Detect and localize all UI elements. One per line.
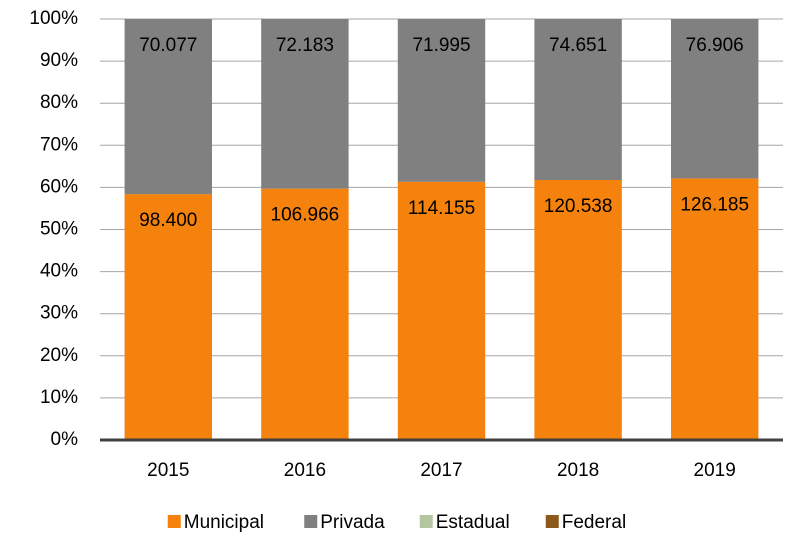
legend-label: Estadual	[436, 512, 510, 533]
bar-segment	[397, 181, 486, 440]
bar-segment	[261, 19, 349, 189]
y-tick-label: 80%	[40, 92, 78, 113]
bar-segment	[670, 178, 759, 440]
y-tick-label: 30%	[40, 303, 78, 324]
value-label: 98.400	[139, 210, 197, 231]
bar-segment	[670, 19, 759, 179]
legend-label: Privada	[320, 512, 385, 533]
y-tick-label: 10%	[40, 387, 78, 408]
legend-swatch	[419, 515, 433, 528]
y-tick-label: 40%	[40, 261, 78, 282]
legend-label: Municipal	[184, 512, 264, 533]
bar-segment	[534, 19, 622, 181]
x-tick-label: 2019	[694, 460, 736, 481]
value-label: 114.155	[408, 198, 475, 219]
y-tick-label: 20%	[40, 345, 78, 366]
y-tick-label: 70%	[40, 134, 78, 155]
legend-swatch	[545, 515, 559, 528]
y-tick-label: 100%	[29, 8, 78, 29]
value-label: 120.538	[544, 196, 613, 217]
y-tick-label: 60%	[40, 176, 78, 197]
value-label: 76.906	[686, 35, 744, 56]
value-label: 74.651	[549, 35, 607, 56]
bar-segment	[124, 194, 213, 440]
x-tick-label: 2016	[284, 460, 326, 481]
y-tick-label: 0%	[51, 429, 79, 450]
bar-segment	[261, 188, 349, 440]
y-tick-label: 90%	[40, 50, 78, 71]
legend-swatch	[167, 515, 181, 528]
bar-segment	[534, 180, 622, 440]
y-tick-label: 50%	[40, 219, 78, 240]
value-label: 106.966	[271, 205, 340, 226]
x-tick-label: 2017	[420, 460, 462, 481]
legend-swatch	[304, 515, 318, 528]
value-label: 72.183	[276, 35, 334, 56]
value-label: 126.185	[680, 194, 749, 215]
bar-segment	[124, 19, 213, 195]
x-tick-label: 2018	[557, 460, 599, 481]
value-label: 70.077	[139, 35, 197, 56]
legend-label: Federal	[562, 512, 626, 533]
bar-segment	[397, 19, 486, 182]
value-label: 71.995	[412, 35, 470, 56]
x-tick-label: 2015	[147, 460, 189, 481]
